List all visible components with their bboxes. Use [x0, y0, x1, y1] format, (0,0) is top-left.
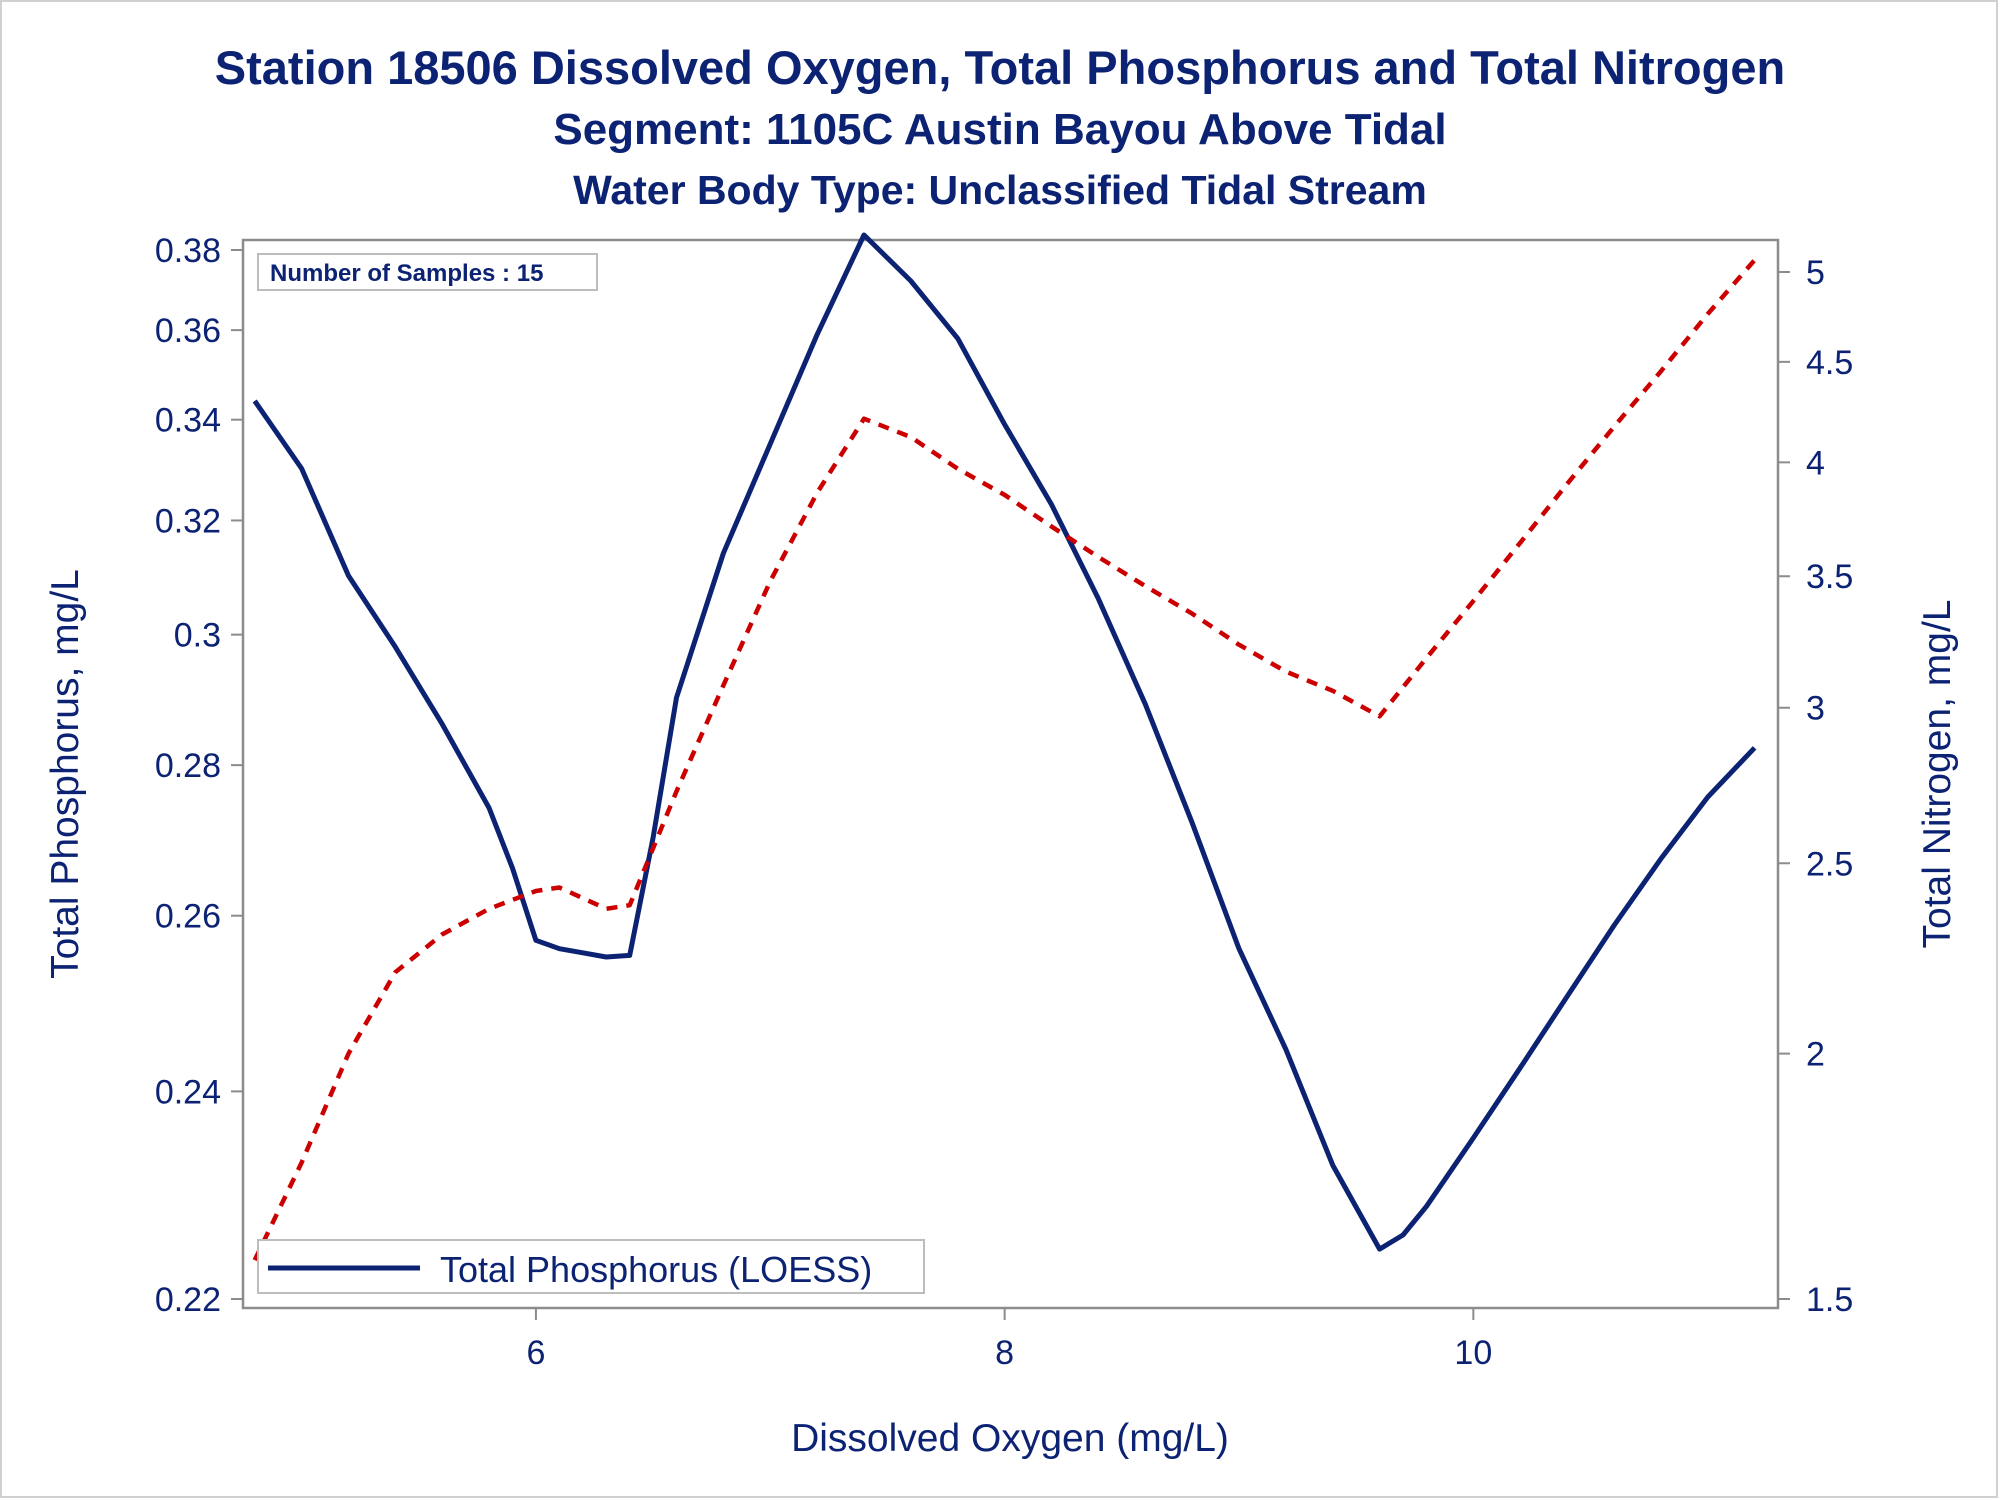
y2-tick-label: 3.5: [1806, 558, 1853, 596]
plot-area: [241, 238, 1780, 1310]
y-tick-label: 0.32: [155, 502, 221, 540]
y-tick-label: 0.26: [155, 898, 221, 936]
y-tick-label: 0.22: [155, 1281, 221, 1319]
y-tick-label: 0.24: [155, 1073, 221, 1111]
y2-axis-label: Total Nitrogen, mg/L: [1916, 599, 1959, 948]
y2-tick-label: 4: [1806, 444, 1825, 482]
x-tick-label: 6: [526, 1334, 545, 1372]
y-tick-label: 0.34: [155, 402, 221, 440]
y-axis-right: 1.5 2 2.5 3 3.5 4 4.5 5: [1778, 254, 1853, 1319]
x-tick-label: 8: [995, 1334, 1014, 1372]
chart-subtitle-segment: Segment: 1105C Austin Bayou Above Tidal: [553, 105, 1447, 154]
legend: Total Phosphorus (LOESS): [257, 1239, 925, 1294]
y-tick-label: 0.36: [155, 312, 221, 350]
total-nitrogen-line: [252, 258, 1757, 1262]
sample-count-text: Number of Samples : 15: [270, 260, 543, 287]
y2-tick-label: 2: [1806, 1036, 1825, 1074]
y2-tick-label: 3: [1806, 690, 1825, 728]
total-phosphorus-line: [252, 232, 1757, 1252]
legend-label: Total Phosphorus (LOESS): [440, 1249, 872, 1290]
sample-count-box: Number of Samples : 15: [257, 253, 598, 291]
y-tick-label: 0.3: [174, 617, 221, 655]
y2-tick-label: 4.5: [1806, 344, 1853, 382]
x-tick-label: 10: [1454, 1334, 1492, 1372]
x-axis: 6 8 10: [526, 1308, 1492, 1372]
chart-title: Station 18506 Dissolved Oxygen, Total Ph…: [214, 41, 1786, 94]
y-tick-label: 0.38: [155, 232, 221, 270]
x-axis-label: Dissolved Oxygen (mg/L): [791, 1417, 1229, 1460]
series-layer: [252, 232, 1757, 1262]
chart-subtitle-water-body: Water Body Type: Unclassified Tidal Stre…: [573, 167, 1427, 213]
y-tick-label: 0.28: [155, 747, 221, 785]
y2-tick-label: 1.5: [1806, 1281, 1853, 1319]
y-axis-label: Total Phosphorus, mg/L: [44, 569, 87, 979]
sample-count-border: [257, 253, 598, 291]
y-axis-left: 0.22 0.24 0.26 0.28 0.3 0.32 0.34 0.36 0.38: [155, 232, 243, 1319]
y2-tick-label: 2.5: [1806, 845, 1853, 883]
y2-tick-label: 5: [1806, 254, 1825, 292]
